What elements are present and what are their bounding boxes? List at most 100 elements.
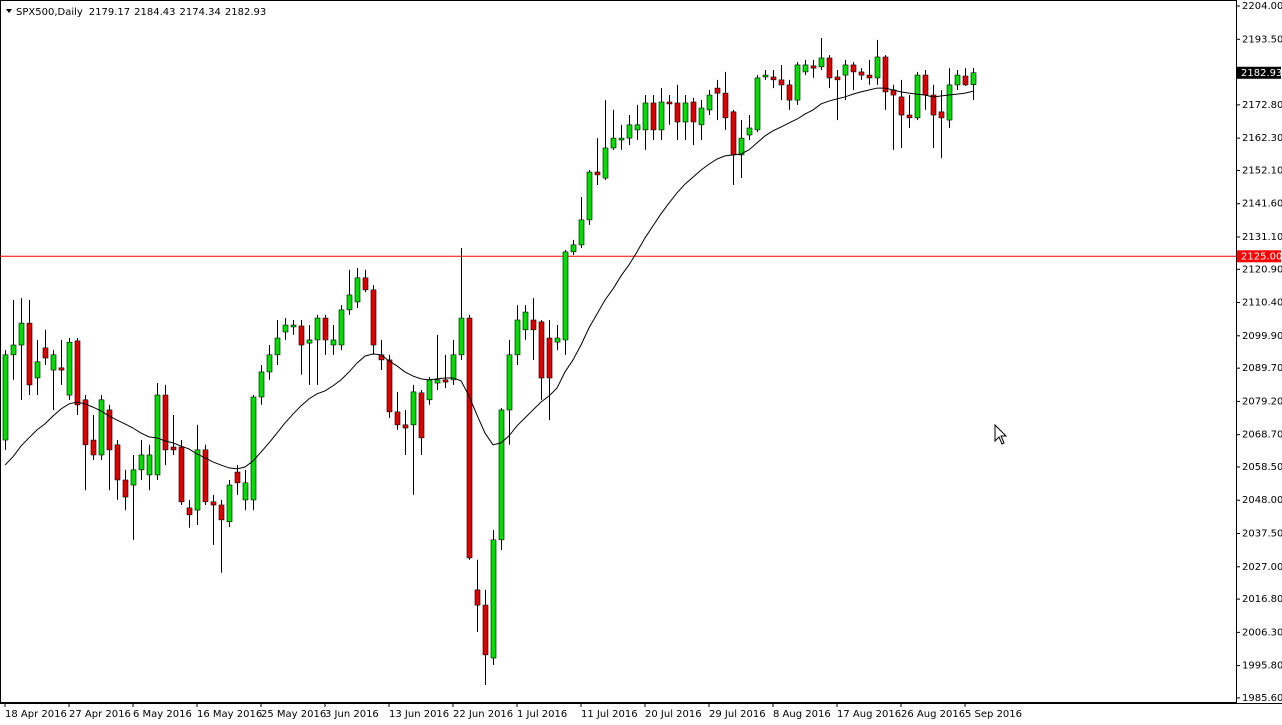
candle-body	[642, 102, 649, 131]
level-label: 2125.00	[1241, 251, 1282, 262]
candle-body	[866, 74, 873, 79]
candle-body	[362, 277, 369, 291]
candle-body	[66, 341, 73, 396]
y-tick-label: 1995.80	[1242, 661, 1282, 672]
candle-body	[298, 325, 305, 346]
candle-body	[242, 482, 249, 501]
candle-body	[82, 399, 89, 446]
candle-body	[106, 409, 113, 451]
candle-body	[962, 75, 969, 86]
candle-body	[122, 479, 129, 498]
candle-body	[946, 84, 953, 121]
x-tick-label: 1 Jul 2016	[517, 709, 567, 720]
plot-frame	[0, 0, 1237, 703]
candle-body	[154, 394, 161, 476]
candle-body	[802, 64, 809, 73]
candle-body	[754, 77, 761, 131]
y-tick-label: 2027.00	[1242, 562, 1282, 573]
last-low: 2174.34	[180, 7, 221, 18]
candle-body	[690, 101, 697, 123]
candle-body	[634, 124, 641, 131]
candle-body	[746, 127, 753, 136]
candle-body	[850, 64, 857, 73]
candle-body	[874, 56, 881, 79]
candle-body	[162, 394, 169, 451]
candle-body	[674, 102, 681, 123]
candle-body	[794, 64, 801, 101]
candle-body	[930, 94, 937, 116]
price-label-box	[1237, 66, 1281, 79]
candle-body	[314, 317, 321, 341]
y-tick-label: 2079.20	[1242, 396, 1282, 407]
candle-body	[322, 317, 329, 341]
candle-body	[474, 589, 481, 606]
y-tick-label: 2120.90	[1242, 264, 1282, 275]
candle-body	[922, 74, 929, 96]
candle-body	[498, 409, 505, 541]
y-tick-label: 2048.00	[1242, 495, 1282, 506]
candle-body	[434, 379, 441, 384]
x-tick-label: 18 Apr 2016	[5, 709, 67, 720]
candle-body	[98, 399, 105, 456]
candle-body	[618, 137, 625, 141]
x-tick-label: 25 May 2016	[261, 709, 326, 720]
y-tick-label: 2172.80	[1242, 100, 1282, 111]
candle-body	[586, 171, 593, 221]
candle-body	[338, 309, 345, 346]
x-tick-label: 13 Jun 2016	[389, 709, 449, 720]
candle-body	[722, 92, 729, 119]
candle-body	[250, 396, 257, 501]
candle-body	[130, 469, 137, 486]
candle-body	[546, 337, 553, 379]
candle-body	[114, 444, 121, 481]
y-tick-label: 2162.30	[1242, 133, 1282, 144]
candle-body	[914, 74, 921, 119]
candle-body	[786, 84, 793, 101]
candle-body	[898, 96, 905, 116]
candle-body	[234, 471, 241, 484]
candle-body	[538, 321, 545, 379]
last-open: 2179.17	[89, 7, 130, 18]
y-tick-label: 2037.50	[1242, 529, 1282, 540]
y-tick-label: 2099.90	[1242, 331, 1282, 342]
x-tick-label: 29 Jul 2016	[709, 709, 766, 720]
candle-body	[266, 354, 273, 373]
candle-body	[170, 446, 177, 451]
y-tick-label: 2006.30	[1242, 627, 1282, 638]
candle-body	[370, 289, 377, 346]
candle-body	[10, 344, 17, 356]
candle-body	[18, 322, 25, 346]
candle-body	[842, 64, 849, 76]
candle-body	[138, 454, 145, 471]
price-label: 2182.93	[1241, 68, 1282, 79]
candle-body	[826, 57, 833, 79]
candle-body	[650, 102, 657, 131]
candle-body	[186, 507, 193, 516]
candle-body	[770, 76, 777, 81]
candle-body	[306, 339, 313, 344]
y-tick-label: 2110.40	[1242, 298, 1282, 309]
candle-body	[258, 371, 265, 398]
candle-body	[834, 76, 841, 81]
candle-body	[410, 391, 417, 426]
candle-body	[90, 439, 97, 456]
axes: 2204.00 2193.50 2172.80 2162.30 2152.10 2141.…	[4, 1, 1282, 720]
candle-body	[578, 219, 585, 246]
candle-body	[514, 319, 521, 356]
moving-average-line	[4, 87, 974, 470]
candle-body	[394, 411, 401, 426]
plot-area	[0, 38, 1236, 685]
x-tick-label: 3 Jun 2016	[325, 709, 379, 720]
candle-body	[346, 294, 353, 311]
candle-body	[426, 379, 433, 401]
candle-body	[450, 354, 457, 381]
candle-body	[778, 79, 785, 86]
candle-body	[282, 324, 289, 333]
candle-body	[226, 484, 233, 523]
candle-body	[42, 347, 49, 359]
chart-header: SPX500,Daily 2179.17 2184.43 2174.34 2182.93	[16, 7, 266, 18]
candle-body	[330, 339, 337, 346]
candle-body	[218, 504, 225, 521]
candle-body	[466, 317, 473, 559]
candle-body	[570, 244, 577, 253]
